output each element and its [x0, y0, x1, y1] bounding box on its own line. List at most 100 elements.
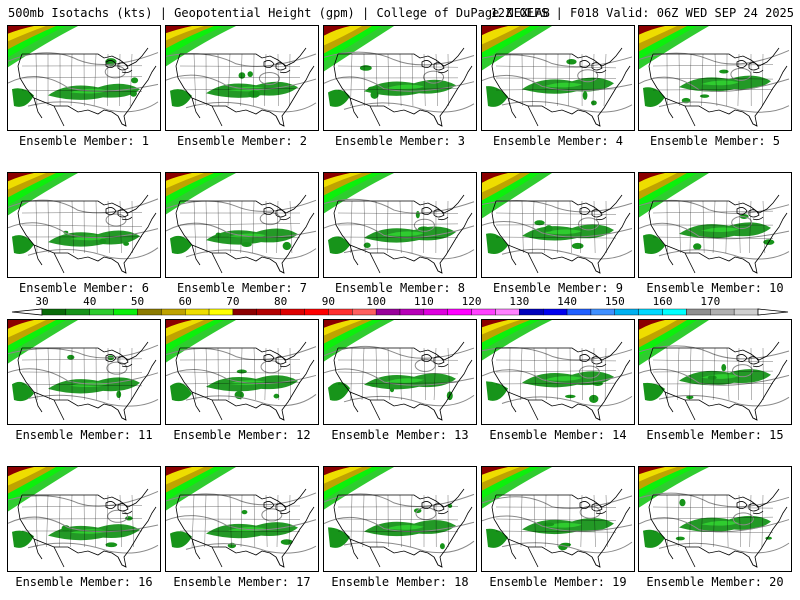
ensemble-member-label: Ensemble Member: 5 — [649, 134, 781, 148]
colorbar-scale — [11, 308, 789, 316]
colorbar-segment — [495, 308, 520, 316]
colorbar-tick-label: 110 — [413, 295, 434, 308]
jet-stream-isotachs — [166, 467, 236, 511]
jet-stream-isotachs — [324, 320, 394, 362]
height-contours — [639, 345, 790, 407]
jet-stream-isotachs — [166, 320, 236, 363]
colorbar-segment — [471, 308, 496, 316]
ensemble-member-map — [481, 172, 635, 278]
colorbar-segment — [65, 308, 90, 316]
colorbar-tick-label: 50 — [130, 295, 145, 308]
jet-stream-isotachs — [639, 26, 709, 70]
southern-wind-band — [12, 58, 140, 107]
colorbar-segment — [423, 308, 448, 316]
ensemble-member-map — [638, 319, 792, 425]
southern-wind-band — [643, 214, 775, 255]
colorbar-tick-label: 80 — [274, 295, 288, 308]
colorbar-segment — [447, 308, 472, 316]
colorbar-right-arrow — [757, 308, 789, 316]
map-canvas — [166, 320, 317, 421]
map-canvas — [324, 467, 475, 568]
map-canvas — [639, 26, 790, 127]
ensemble-member-label: Ensemble Member: 7 — [176, 281, 308, 295]
jet-stream-isotachs — [482, 467, 552, 509]
ensemble-member-label: Ensemble Member: 4 — [492, 134, 624, 148]
map-canvas — [482, 320, 633, 421]
ensemble-member-map — [638, 172, 792, 278]
colorbar-segment — [89, 308, 114, 316]
height-contours — [166, 346, 317, 407]
jet-stream-isotachs — [8, 320, 78, 364]
southern-wind-band — [643, 363, 771, 401]
colorbar-segment — [614, 308, 639, 316]
jet-stream-isotachs — [8, 467, 78, 512]
geographic-borders — [17, 47, 157, 127]
header: 500mb Isotachs (kts) | Geopotential Heig… — [8, 5, 794, 21]
ensemble-member-label: Ensemble Member: 12 — [173, 428, 311, 442]
state-lines — [652, 200, 774, 254]
state-lines — [21, 200, 143, 254]
colorbar-segment — [232, 308, 258, 316]
state-lines — [337, 200, 459, 254]
map-canvas — [8, 320, 159, 421]
wind-speed-colorbar: 30 40 50 60 70 80 90 100 110 120 130 140 150 160 170 — [0, 296, 800, 322]
height-contours — [8, 491, 159, 554]
height-contours — [482, 495, 633, 554]
ensemble-member-map — [7, 172, 161, 278]
jet-stream-isotachs — [166, 26, 236, 67]
height-contours — [324, 198, 475, 260]
colorbar-segment — [590, 308, 616, 316]
ensemble-member-label: Ensemble Member: 19 — [489, 575, 627, 589]
colorbar-segment — [399, 308, 425, 316]
state-lines — [179, 200, 301, 254]
colorbar-tick-label: 120 — [461, 295, 482, 308]
colorbar-segment — [161, 308, 186, 316]
map-canvas — [8, 173, 159, 274]
colorbar-tick-label: 40 — [83, 295, 97, 308]
ensemble-member-map — [323, 25, 477, 131]
state-lines — [179, 494, 301, 548]
map-canvas — [324, 320, 475, 421]
ensemble-member-map — [7, 466, 161, 572]
map-canvas — [639, 173, 790, 274]
southern-wind-band — [328, 211, 456, 255]
colorbar-segment — [519, 308, 544, 316]
colorbar-tick-label: 100 — [366, 295, 387, 308]
ensemble-member-label: Ensemble Member: 18 — [331, 575, 469, 589]
map-canvas — [166, 173, 317, 274]
colorbar-segment — [256, 308, 281, 316]
ensemble-member-label: Ensemble Member: 14 — [489, 428, 627, 442]
jet-stream-isotachs — [639, 320, 709, 366]
map-canvas — [324, 173, 475, 274]
map-canvas — [482, 467, 633, 568]
geographic-borders — [17, 488, 157, 568]
jet-stream-isotachs — [8, 26, 78, 68]
colorbar-tick-label: 160 — [652, 295, 673, 308]
ensemble-member-label: Ensemble Member: 1 — [18, 134, 150, 148]
colorbar-segment — [638, 308, 663, 316]
colorbar-segment — [328, 308, 353, 316]
colorbar-segment — [352, 308, 377, 316]
jet-stream-isotachs — [324, 467, 394, 510]
ensemble-member-label: Ensemble Member: 3 — [334, 134, 466, 148]
southern-wind-band — [12, 354, 140, 402]
ensemble-member-map — [481, 319, 635, 425]
map-canvas — [482, 26, 633, 127]
ensemble-member-label: Ensemble Member: 2 — [176, 134, 308, 148]
jet-stream-isotachs — [324, 173, 394, 214]
colorbar-segment — [543, 308, 568, 316]
ensemble-member-map — [323, 466, 477, 572]
map-canvas — [8, 26, 159, 127]
colorbar-tick-label: 60 — [178, 295, 192, 308]
ensemble-member-map — [7, 25, 161, 131]
ensemble-member-map — [165, 25, 319, 131]
ensemble-member-label: Ensemble Member: 16 — [15, 575, 153, 589]
geographic-borders — [17, 341, 157, 421]
map-title: 500mb Isotachs (kts) | Geopotential Heig… — [8, 6, 550, 20]
jet-stream-isotachs — [482, 173, 552, 219]
jet-stream-isotachs — [482, 320, 552, 361]
jet-stream-isotachs — [324, 26, 394, 72]
run-info: 12Z GEFS | F018 Valid: 06Z WED SEP 24 20… — [490, 6, 794, 20]
colorbar-segment — [375, 308, 401, 316]
state-lines — [652, 347, 774, 401]
